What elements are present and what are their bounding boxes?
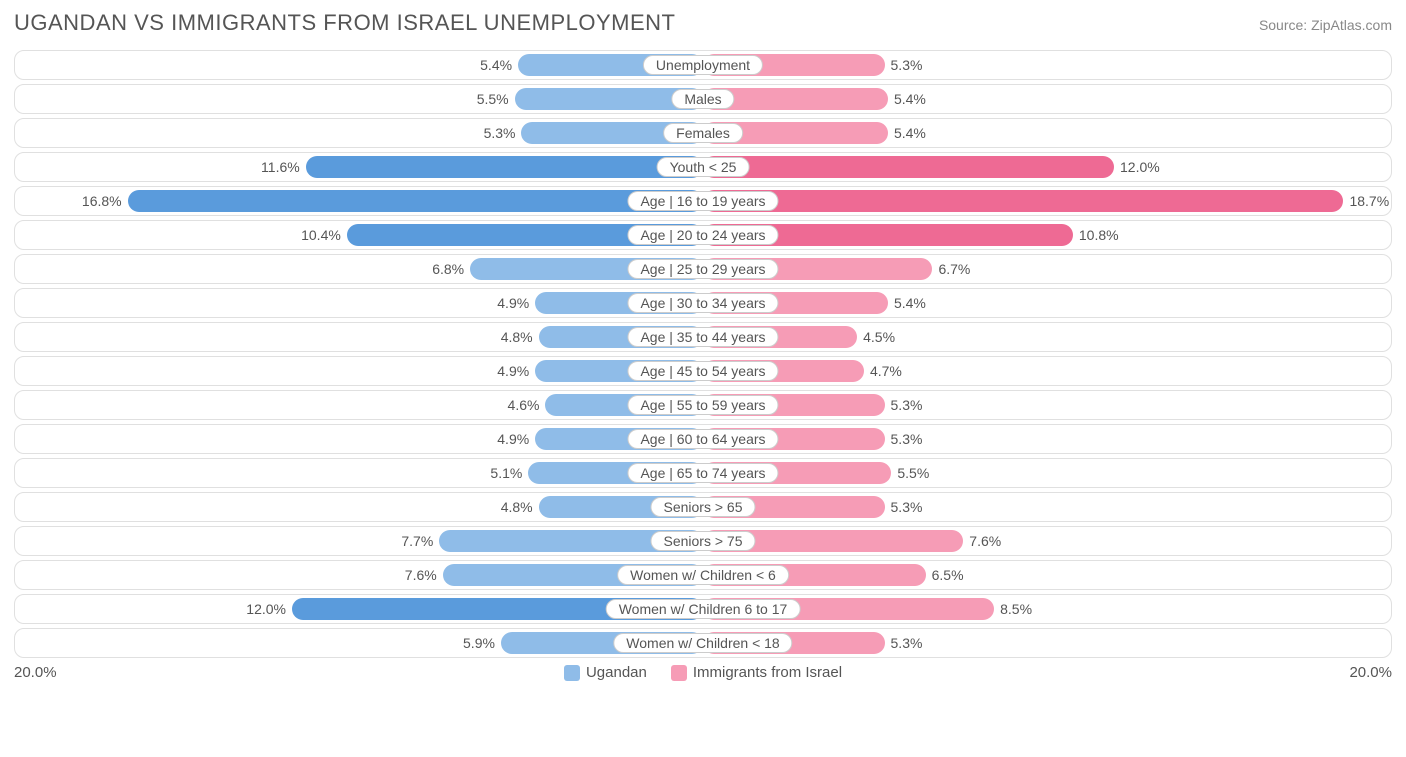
row-category-label: Seniors > 75 <box>651 531 756 551</box>
chart-source: Source: ZipAtlas.com <box>1259 17 1392 33</box>
chart-row: 7.7% 7.6% Seniors > 75 <box>14 526 1392 556</box>
value-right: 5.4% <box>894 295 926 311</box>
row-category-label: Age | 25 to 29 years <box>627 259 778 279</box>
chart-row: 7.6% 6.5% Women w/ Children < 6 <box>14 560 1392 590</box>
chart-row: 5.9% 5.3% Women w/ Children < 18 <box>14 628 1392 658</box>
row-category-label: Age | 55 to 59 years <box>627 395 778 415</box>
value-left: 10.4% <box>301 227 341 243</box>
bar-right <box>703 156 1114 178</box>
legend-item-right: Immigrants from Israel <box>671 664 842 681</box>
value-right: 4.5% <box>863 329 895 345</box>
bar-left <box>128 190 703 212</box>
chart-title: UGANDAN VS IMMIGRANTS FROM ISRAEL UNEMPL… <box>14 10 675 36</box>
axis-max-right: 20.0% <box>1349 664 1392 681</box>
chart-row: 5.3% 5.4% Females <box>14 118 1392 148</box>
value-left: 11.6% <box>261 159 300 175</box>
value-left: 5.9% <box>463 635 495 651</box>
diverging-bar-chart: 5.4%5.3%Unemployment5.5%5.4%Males5.3%5.4… <box>14 50 1392 658</box>
value-left: 4.9% <box>497 295 529 311</box>
value-right: 5.3% <box>891 397 923 413</box>
value-left: 6.8% <box>432 261 464 277</box>
chart-row: 4.8% 5.3% Seniors > 65 <box>14 492 1392 522</box>
legend: Ugandan Immigrants from Israel <box>57 664 1350 681</box>
value-left: 12.0% <box>246 601 286 617</box>
value-right: 12.0% <box>1120 159 1160 175</box>
swatch-left <box>564 665 580 681</box>
value-right: 7.6% <box>969 533 1001 549</box>
chart-row: 4.8% 4.5% Age | 35 to 44 years <box>14 322 1392 352</box>
chart-row: 5.1% 5.5% Age | 65 to 74 years <box>14 458 1392 488</box>
value-left: 4.6% <box>508 397 540 413</box>
value-right: 5.3% <box>891 635 923 651</box>
value-left: 4.9% <box>497 363 529 379</box>
chart-row: 4.9% 5.3% Age | 60 to 64 years <box>14 424 1392 454</box>
legend-label-right: Immigrants from Israel <box>693 664 842 681</box>
row-category-label: Women w/ Children < 6 <box>617 565 789 585</box>
chart-row: 4.9% 4.7% Age | 45 to 54 years <box>14 356 1392 386</box>
chart-header: UGANDAN VS IMMIGRANTS FROM ISRAEL UNEMPL… <box>14 10 1392 36</box>
chart-row: 12.0% 8.5% Women w/ Children 6 to 17 <box>14 594 1392 624</box>
row-category-label: Unemployment <box>643 55 763 75</box>
bar-left <box>306 156 703 178</box>
row-category-label: Seniors > 65 <box>651 497 756 517</box>
row-category-label: Age | 65 to 74 years <box>627 463 778 483</box>
chart-row: 4.6% 5.3% Age | 55 to 59 years <box>14 390 1392 420</box>
value-right: 5.3% <box>891 499 923 515</box>
value-left: 4.8% <box>501 329 533 345</box>
value-left: 5.4% <box>480 57 512 73</box>
legend-item-left: Ugandan <box>564 664 647 681</box>
axis-max-left: 20.0% <box>14 664 57 681</box>
value-right: 4.7% <box>870 363 902 379</box>
legend-label-left: Ugandan <box>586 664 647 681</box>
row-category-label: Youth < 25 <box>657 157 750 177</box>
value-right: 5.3% <box>891 57 923 73</box>
chart-footer: 20.0% Ugandan Immigrants from Israel 20.… <box>14 664 1392 681</box>
row-category-label: Age | 60 to 64 years <box>627 429 778 449</box>
value-right: 8.5% <box>1000 601 1032 617</box>
value-left: 5.5% <box>477 91 509 107</box>
value-left: 4.9% <box>497 431 529 447</box>
value-right: 18.7% <box>1349 193 1389 209</box>
value-right: 6.7% <box>938 261 970 277</box>
row-category-label: Age | 35 to 44 years <box>627 327 778 347</box>
value-left: 7.7% <box>401 533 433 549</box>
value-left: 4.8% <box>501 499 533 515</box>
chart-row: 5.4% 5.3% Unemployment <box>14 50 1392 80</box>
value-right: 6.5% <box>932 567 964 583</box>
value-left: 5.3% <box>484 125 516 141</box>
row-category-label: Females <box>663 123 743 143</box>
bar-right <box>703 190 1343 212</box>
row-category-label: Age | 30 to 34 years <box>627 293 778 313</box>
chart-row: 5.5% 5.4% Males <box>14 84 1392 114</box>
chart-row: 10.4% 10.8% Age | 20 to 24 years <box>14 220 1392 250</box>
value-right: 5.3% <box>891 431 923 447</box>
value-left: 16.8% <box>82 193 122 209</box>
chart-row: 6.8% 6.7% Age | 25 to 29 years <box>14 254 1392 284</box>
value-right: 5.4% <box>894 125 926 141</box>
swatch-right <box>671 665 687 681</box>
chart-row: 16.8% 18.7% Age | 16 to 19 years <box>14 186 1392 216</box>
row-category-label: Women w/ Children 6 to 17 <box>606 599 801 619</box>
row-category-label: Age | 20 to 24 years <box>627 225 778 245</box>
value-right: 5.5% <box>897 465 929 481</box>
value-left: 7.6% <box>405 567 437 583</box>
value-right: 5.4% <box>894 91 926 107</box>
row-category-label: Women w/ Children < 18 <box>613 633 792 653</box>
row-category-label: Age | 45 to 54 years <box>627 361 778 381</box>
chart-row: 11.6% 12.0% Youth < 25 <box>14 152 1392 182</box>
row-category-label: Age | 16 to 19 years <box>627 191 778 211</box>
value-left: 5.1% <box>490 465 522 481</box>
value-right: 10.8% <box>1079 227 1119 243</box>
chart-row: 4.9% 5.4% Age | 30 to 34 years <box>14 288 1392 318</box>
row-category-label: Males <box>671 89 734 109</box>
